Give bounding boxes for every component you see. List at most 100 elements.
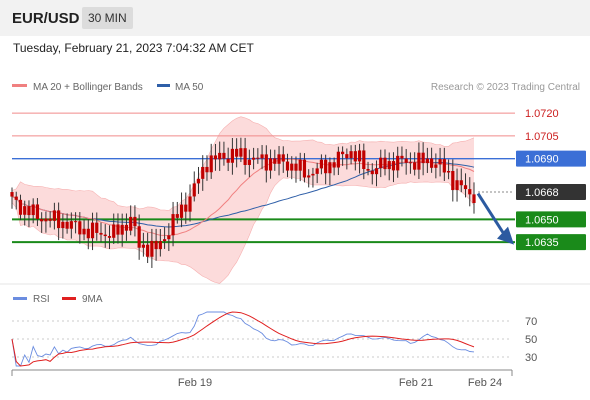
- candle-body: [235, 148, 239, 157]
- support-2-label: 1.0635: [525, 237, 559, 249]
- rsi-ma-legend-label: 9MA: [82, 294, 103, 305]
- candle-body: [239, 148, 243, 157]
- candle-body: [230, 148, 235, 163]
- candle-body: [387, 161, 391, 170]
- rsi-legend-swatch: [13, 297, 27, 300]
- support-1-label: 1.0650: [525, 214, 559, 226]
- candle-body: [73, 221, 78, 223]
- ma50-legend-label: MA 50: [175, 82, 204, 93]
- interval-button[interactable]: 30 MIN: [82, 7, 133, 29]
- candle-body: [86, 228, 90, 239]
- instrument-title: EUR/USD: [12, 10, 80, 27]
- bollinger-lower: [11, 176, 475, 284]
- candle-body: [27, 206, 31, 216]
- candle-body: [150, 240, 154, 257]
- candle-body: [408, 162, 413, 164]
- candle-body: [146, 244, 150, 257]
- candle-body: [277, 154, 281, 164]
- rsi-tick-30: 30: [525, 352, 537, 364]
- candle-body: [459, 180, 463, 186]
- rsi-gridlines: [12, 320, 512, 358]
- candle-body: [205, 166, 209, 173]
- bollinger-upper: [11, 116, 475, 211]
- candle-body: [324, 159, 328, 174]
- rsi-tick-50: 50: [525, 334, 537, 346]
- candle-body: [307, 175, 311, 178]
- candle-body: [341, 151, 345, 155]
- candle-body: [10, 192, 14, 197]
- candle-body: [162, 239, 167, 242]
- candle-body: [366, 169, 370, 171]
- candle-body: [400, 155, 404, 159]
- candle-body: [396, 155, 400, 171]
- candle-body: [294, 163, 298, 171]
- last-price-label: 1.0668: [525, 187, 559, 199]
- candle-body: [260, 154, 264, 159]
- rsi-legend-label: RSI: [33, 294, 50, 305]
- candle-body: [137, 226, 141, 248]
- candle-body: [446, 170, 451, 173]
- candle-body: [285, 161, 290, 171]
- candle-body: [438, 159, 442, 165]
- candle-body: [430, 158, 434, 168]
- candle-body: [14, 196, 18, 200]
- candle-body: [179, 204, 184, 218]
- candle-body: [78, 221, 82, 235]
- candle-body: [273, 158, 277, 164]
- forecast-arrow: [476, 192, 505, 234]
- candle-body: [264, 154, 268, 171]
- candle-body: [319, 159, 324, 169]
- candle-body: [23, 206, 27, 215]
- candle-body: [472, 194, 476, 203]
- candle-body: [357, 150, 362, 162]
- candle-body: [184, 204, 188, 212]
- candle-body: [336, 151, 340, 168]
- candle-body: [57, 210, 61, 229]
- candle-body: [82, 228, 86, 235]
- candle-body: [44, 218, 48, 222]
- pivot-tag: [516, 150, 586, 167]
- candle-body: [201, 166, 205, 179]
- credit-text: Research © 2023 Trading Central: [431, 82, 580, 93]
- rsi-tick-70: 70: [525, 316, 537, 328]
- candle-body: [468, 189, 472, 195]
- resistance-2-label: 1.0720: [525, 108, 559, 120]
- candle-body: [90, 222, 95, 239]
- candle-body: [188, 196, 192, 212]
- candle-body: [158, 241, 162, 250]
- candle-body: [302, 159, 307, 178]
- candle-body: [120, 224, 124, 235]
- candle-body: [362, 150, 366, 170]
- candle-body: [116, 224, 120, 235]
- candle-body: [48, 218, 52, 221]
- forecast-arrow-head: [497, 226, 514, 245]
- candle-body: [370, 170, 374, 175]
- candle-body: [421, 152, 425, 164]
- candle-body: [52, 210, 56, 221]
- candle-body: [315, 168, 319, 174]
- candle-body: [345, 154, 349, 159]
- ma20-legend-swatch: [12, 84, 27, 87]
- rsi-ma-legend-swatch: [62, 297, 76, 300]
- candle-body: [40, 218, 44, 222]
- candle-body: [61, 221, 65, 229]
- x-tick-feb21: Feb 21: [399, 377, 433, 389]
- candle-body: [413, 162, 417, 170]
- candle-body: [311, 173, 315, 176]
- x-tick-feb24: Feb 24: [468, 377, 502, 389]
- candle-body: [391, 161, 396, 171]
- rsi-ma-line: [11, 311, 475, 367]
- candle-body: [124, 224, 129, 231]
- candle-body: [103, 234, 107, 237]
- candlesticks: [10, 137, 476, 268]
- candle-body: [281, 154, 285, 162]
- candle-body: [35, 204, 40, 219]
- candle-body: [349, 151, 353, 159]
- candle-body: [107, 236, 112, 238]
- candle-body: [328, 162, 332, 174]
- candle-body: [353, 151, 357, 162]
- chart-header: EUR/USD 30 MIN: [0, 0, 590, 36]
- candle-body: [425, 158, 429, 164]
- ma50-legend-swatch: [157, 84, 170, 87]
- candle-body: [379, 157, 383, 169]
